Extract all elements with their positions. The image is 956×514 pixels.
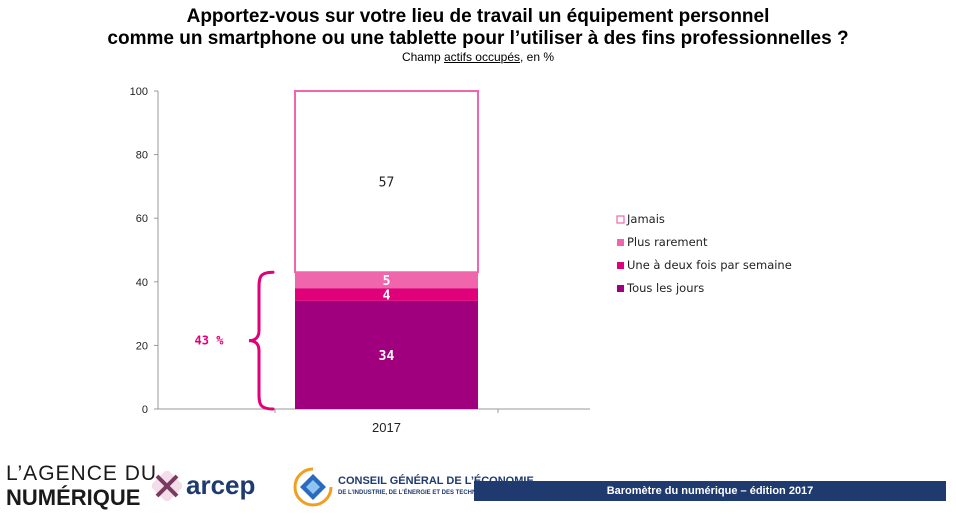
- legend-label: Plus rarement: [627, 235, 708, 249]
- chart-subtitle: Champ actifs occupés, en %: [0, 50, 956, 64]
- agence-line-2: NUMÉRIQUE: [6, 485, 141, 510]
- bar-segment: [295, 272, 478, 289]
- bar-segment: [295, 288, 478, 301]
- data-label: 34: [379, 349, 395, 364]
- legend-label: Jamais: [626, 212, 665, 226]
- bracket-shape: [248, 270, 275, 411]
- chart-title: Apportez-vous sur votre lieu de travail …: [0, 6, 956, 50]
- y-tick-label: 20: [136, 340, 148, 352]
- x-tick-label: 2017: [372, 420, 401, 435]
- legend-swatch: [617, 285, 624, 292]
- data-label: 5: [383, 274, 391, 289]
- subtitle-prefix: Champ: [401, 50, 444, 64]
- footer-banner: Baromètre du numérique – édition 2017: [474, 481, 946, 501]
- y-tick-label: 40: [136, 277, 148, 289]
- y-tick-label: 80: [136, 150, 148, 162]
- agence-line-1: L’AGENCE DU: [6, 462, 158, 485]
- legend: Jamais Plus rarement Une à deux fois par s…: [616, 212, 792, 295]
- bar-segment: [294, 90, 479, 274]
- legend-label: Une à deux fois par semaine: [627, 258, 792, 272]
- y-tick-label: 100: [130, 86, 148, 98]
- legend-label: Tous les jours: [626, 281, 704, 295]
- legend-swatch: [617, 239, 624, 246]
- y-tick-label: 60: [136, 213, 148, 225]
- subtitle-suffix: , en %: [520, 50, 555, 64]
- cge-line-2: DE L’INDUSTRIE, DE L’ÉNERGIE ET DES TECH…: [338, 490, 504, 496]
- arcep-emblem-icon: [152, 470, 182, 501]
- bracket-annotation: 43 %: [195, 270, 275, 411]
- cge-emblem-icon: [293, 467, 333, 507]
- data-label: 4: [383, 289, 391, 304]
- title-line-1: Apportez-vous sur votre lieu de travail …: [186, 6, 770, 27]
- title-line-2: comme un smartphone ou une tablette pour…: [107, 28, 849, 49]
- arcep-text: arcep: [186, 470, 256, 500]
- y-tick-label: 0: [142, 404, 148, 416]
- legend-swatch: [616, 215, 625, 224]
- arcep-logo: arcep: [152, 470, 255, 501]
- bar-segment: [295, 300, 478, 409]
- data-labels: 34 45 57: [379, 176, 395, 364]
- legend-swatch: [617, 262, 624, 269]
- data-label: 57: [379, 176, 395, 191]
- bars: [294, 90, 479, 409]
- agence-numerique-logo: L’AGENCE DU NUMÉRIQUE: [6, 462, 157, 510]
- subtitle-link: actifs occupés: [443, 50, 521, 64]
- bracket-label: 43 %: [195, 334, 225, 348]
